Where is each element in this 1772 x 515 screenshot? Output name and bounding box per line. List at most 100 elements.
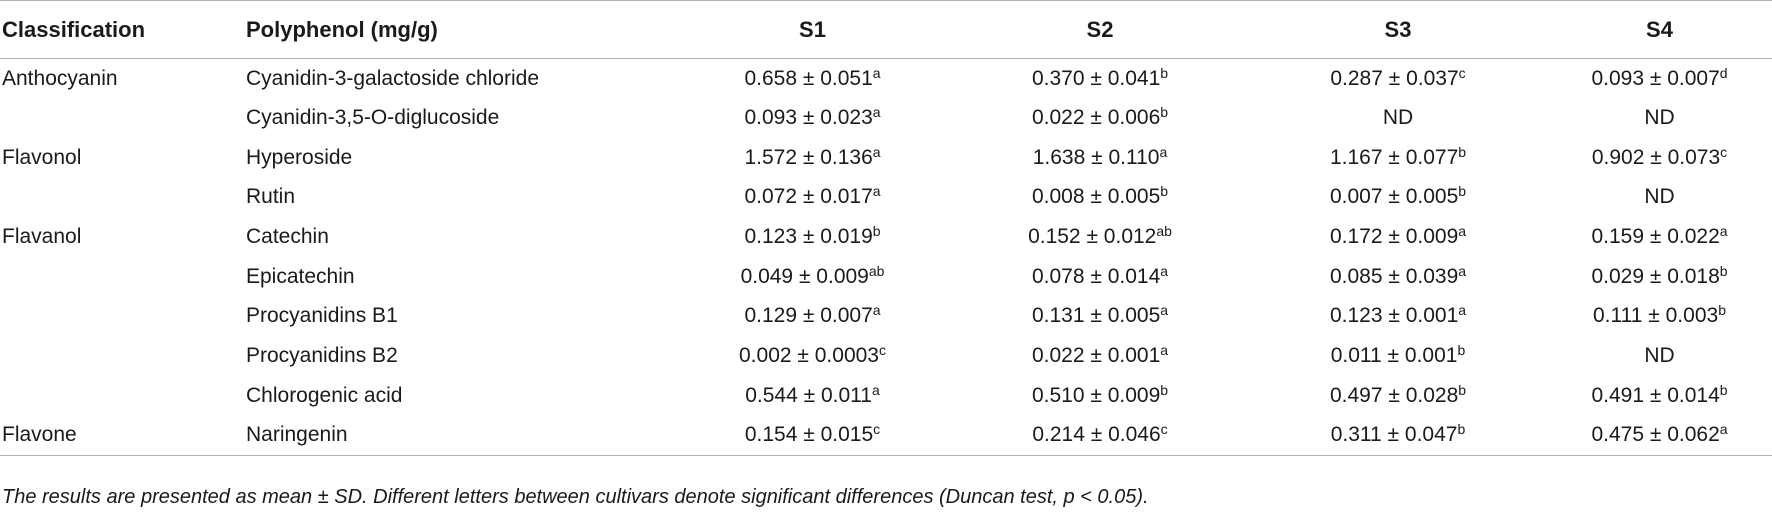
mean-sd-value: 0.022 ± 0.006 xyxy=(1031,106,1161,130)
significance-letter: a xyxy=(1458,262,1467,279)
value-cell-s2: 0.022 ± 0.001a xyxy=(951,336,1249,376)
significance-letter: a xyxy=(1160,302,1169,319)
value-cell-s1: 0.049 ± 0.009ab xyxy=(674,257,951,297)
mean-sd-value: 0.491 ± 0.014 xyxy=(1591,383,1720,407)
value-cell-s4: ND xyxy=(1547,178,1772,218)
mean-sd-value: 0.093 ± 0.007 xyxy=(1591,66,1720,90)
significance-letter: ab xyxy=(868,262,885,279)
value-cell-s1: 0.129 ± 0.007a xyxy=(674,297,951,337)
significance-letter: a xyxy=(871,381,880,398)
polyphenol-cell: Hyperoside xyxy=(246,145,353,169)
value-cell-s2: 1.638 ± 0.110a xyxy=(951,138,1249,178)
significance-letter: b xyxy=(1719,262,1728,279)
mean-sd-value: 0.049 ± 0.009 xyxy=(740,264,869,288)
value-cell-s2: 0.510 ± 0.009b xyxy=(951,376,1249,416)
value-cell-s4: 0.159 ± 0.022a xyxy=(1547,217,1772,257)
mean-sd-value: 0.111 ± 0.003 xyxy=(1593,304,1719,328)
value-cell-s3: 0.123 ± 0.001a xyxy=(1249,297,1547,337)
value-cell-s2: 0.131 ± 0.005a xyxy=(951,297,1249,337)
mean-sd-value: 0.093 ± 0.023 xyxy=(744,106,873,130)
significance-letter: a xyxy=(872,183,881,200)
significance-letter: a xyxy=(872,302,881,319)
value-cell-s3: 0.311 ± 0.047b xyxy=(1249,415,1547,456)
classification-cell xyxy=(0,376,246,416)
polyphenol-cell: Chlorogenic acid xyxy=(246,383,403,407)
significance-letter: a xyxy=(1719,421,1728,438)
mean-sd-value: 0.078 ± 0.014 xyxy=(1031,264,1161,288)
mean-sd-value: 0.002 ± 0.0003 xyxy=(739,344,879,368)
mean-sd-value: 0.029 ± 0.018 xyxy=(1591,264,1720,288)
value-cell-s1: 0.072 ± 0.017a xyxy=(674,178,951,218)
header-s1: S1 xyxy=(674,0,951,59)
mean-sd-value: 0.658 ± 0.051 xyxy=(744,66,873,90)
mean-sd-value: 0.902 ± 0.073 xyxy=(1591,145,1721,169)
significance-letter: c xyxy=(1458,64,1466,81)
mean-sd-value: 0.154 ± 0.015 xyxy=(744,423,874,447)
value-cell-s4: 0.475 ± 0.062a xyxy=(1547,415,1772,456)
table-footnote: The results are presented as mean ± SD. … xyxy=(2,486,1149,508)
polyphenol-cell: Cyanidin-3,5-O-diglucoside xyxy=(246,106,500,130)
significance-letter: a xyxy=(1160,262,1169,279)
mean-sd-value: ND xyxy=(1644,344,1675,368)
value-cell-s2: 0.078 ± 0.014a xyxy=(951,257,1249,297)
significance-letter: a xyxy=(1160,342,1169,359)
mean-sd-value: ND xyxy=(1382,106,1414,130)
significance-letter: b xyxy=(1458,143,1467,160)
value-cell-s4: 0.093 ± 0.007d xyxy=(1547,59,1772,99)
table-row: Chlorogenic acid 0.544 ± 0.011a 0.510 ± 0.… xyxy=(0,376,1772,416)
table-row: Epicatechin 0.049 ± 0.009ab 0.078 ± 0.014a… xyxy=(0,257,1772,297)
header-s4: S4 xyxy=(1547,0,1772,59)
significance-letter: a xyxy=(1719,223,1728,240)
classification-cell xyxy=(0,98,246,138)
polyphenol-cell: Procyanidins B1 xyxy=(246,304,398,328)
value-cell-s4: 0.491 ± 0.014b xyxy=(1547,376,1772,416)
significance-letter: b xyxy=(1458,183,1467,200)
significance-letter: b xyxy=(1160,381,1169,398)
polyphenol-cell: Catechin xyxy=(246,225,329,249)
value-cell-s2: 0.370 ± 0.041b xyxy=(951,59,1249,99)
value-cell-s3: 0.011 ± 0.001b xyxy=(1249,336,1547,376)
significance-letter: a xyxy=(872,64,881,81)
polyphenol-cell: Rutin xyxy=(246,185,296,209)
mean-sd-value: 0.085 ± 0.039 xyxy=(1329,264,1459,288)
significance-letter: a xyxy=(1458,302,1467,319)
significance-letter: ab xyxy=(1156,223,1172,240)
mean-sd-value: ND xyxy=(1644,185,1675,209)
header-classification: Classification xyxy=(0,0,246,59)
significance-letter: b xyxy=(1457,421,1466,438)
classification-cell: Flavone xyxy=(0,415,246,456)
significance-letter: c xyxy=(1720,143,1728,160)
mean-sd-value: 0.152 ± 0.012 xyxy=(1028,225,1157,249)
mean-sd-value: 0.011 ± 0.001 xyxy=(1330,344,1458,368)
value-cell-s1: 0.658 ± 0.051a xyxy=(674,59,951,99)
value-cell-s1: 0.093 ± 0.023a xyxy=(674,98,951,138)
mean-sd-value: 0.475 ± 0.062 xyxy=(1591,423,1720,447)
table-row: Flavanol Catechin 0.123 ± 0.019b 0.152 ± 0.… xyxy=(0,217,1772,257)
table-row: Flavonol Hyperoside 1.572 ± 0.136a 1.638 ± … xyxy=(0,138,1772,178)
mean-sd-value: 0.214 ± 0.046 xyxy=(1032,423,1161,447)
mean-sd-value: 0.022 ± 0.001 xyxy=(1031,344,1161,368)
mean-sd-value: 0.159 ± 0.022 xyxy=(1591,225,1720,249)
mean-sd-value: 0.172 ± 0.009 xyxy=(1329,225,1459,249)
significance-letter: b xyxy=(1458,381,1467,398)
value-cell-s1: 0.123 ± 0.019b xyxy=(674,217,951,257)
value-cell-s3: 0.172 ± 0.009a xyxy=(1249,217,1547,257)
value-cell-s3: 1.167 ± 0.077b xyxy=(1249,138,1547,178)
significance-letter: a xyxy=(872,143,881,160)
header-s3: S3 xyxy=(1249,0,1547,59)
value-cell-s3: 0.085 ± 0.039a xyxy=(1249,257,1547,297)
value-cell-s1: 0.002 ± 0.0003c xyxy=(674,336,951,376)
significance-letter: c xyxy=(1160,421,1168,438)
significance-letter: b xyxy=(1160,104,1169,121)
mean-sd-value: 0.311 ± 0.047 xyxy=(1330,423,1458,447)
value-cell-s4: ND xyxy=(1547,98,1772,138)
mean-sd-value: 1.572 ± 0.136 xyxy=(744,145,873,169)
value-cell-s1: 1.572 ± 0.136a xyxy=(674,138,951,178)
table-row: Rutin 0.072 ± 0.017a 0.008 ± 0.005b 0.007 ±… xyxy=(0,178,1772,218)
significance-letter: d xyxy=(1719,64,1728,81)
mean-sd-value: 0.072 ± 0.017 xyxy=(744,185,873,209)
value-cell-s2: 0.008 ± 0.005b xyxy=(951,178,1249,218)
significance-letter: b xyxy=(1160,64,1169,81)
significance-letter: b xyxy=(1718,302,1726,319)
